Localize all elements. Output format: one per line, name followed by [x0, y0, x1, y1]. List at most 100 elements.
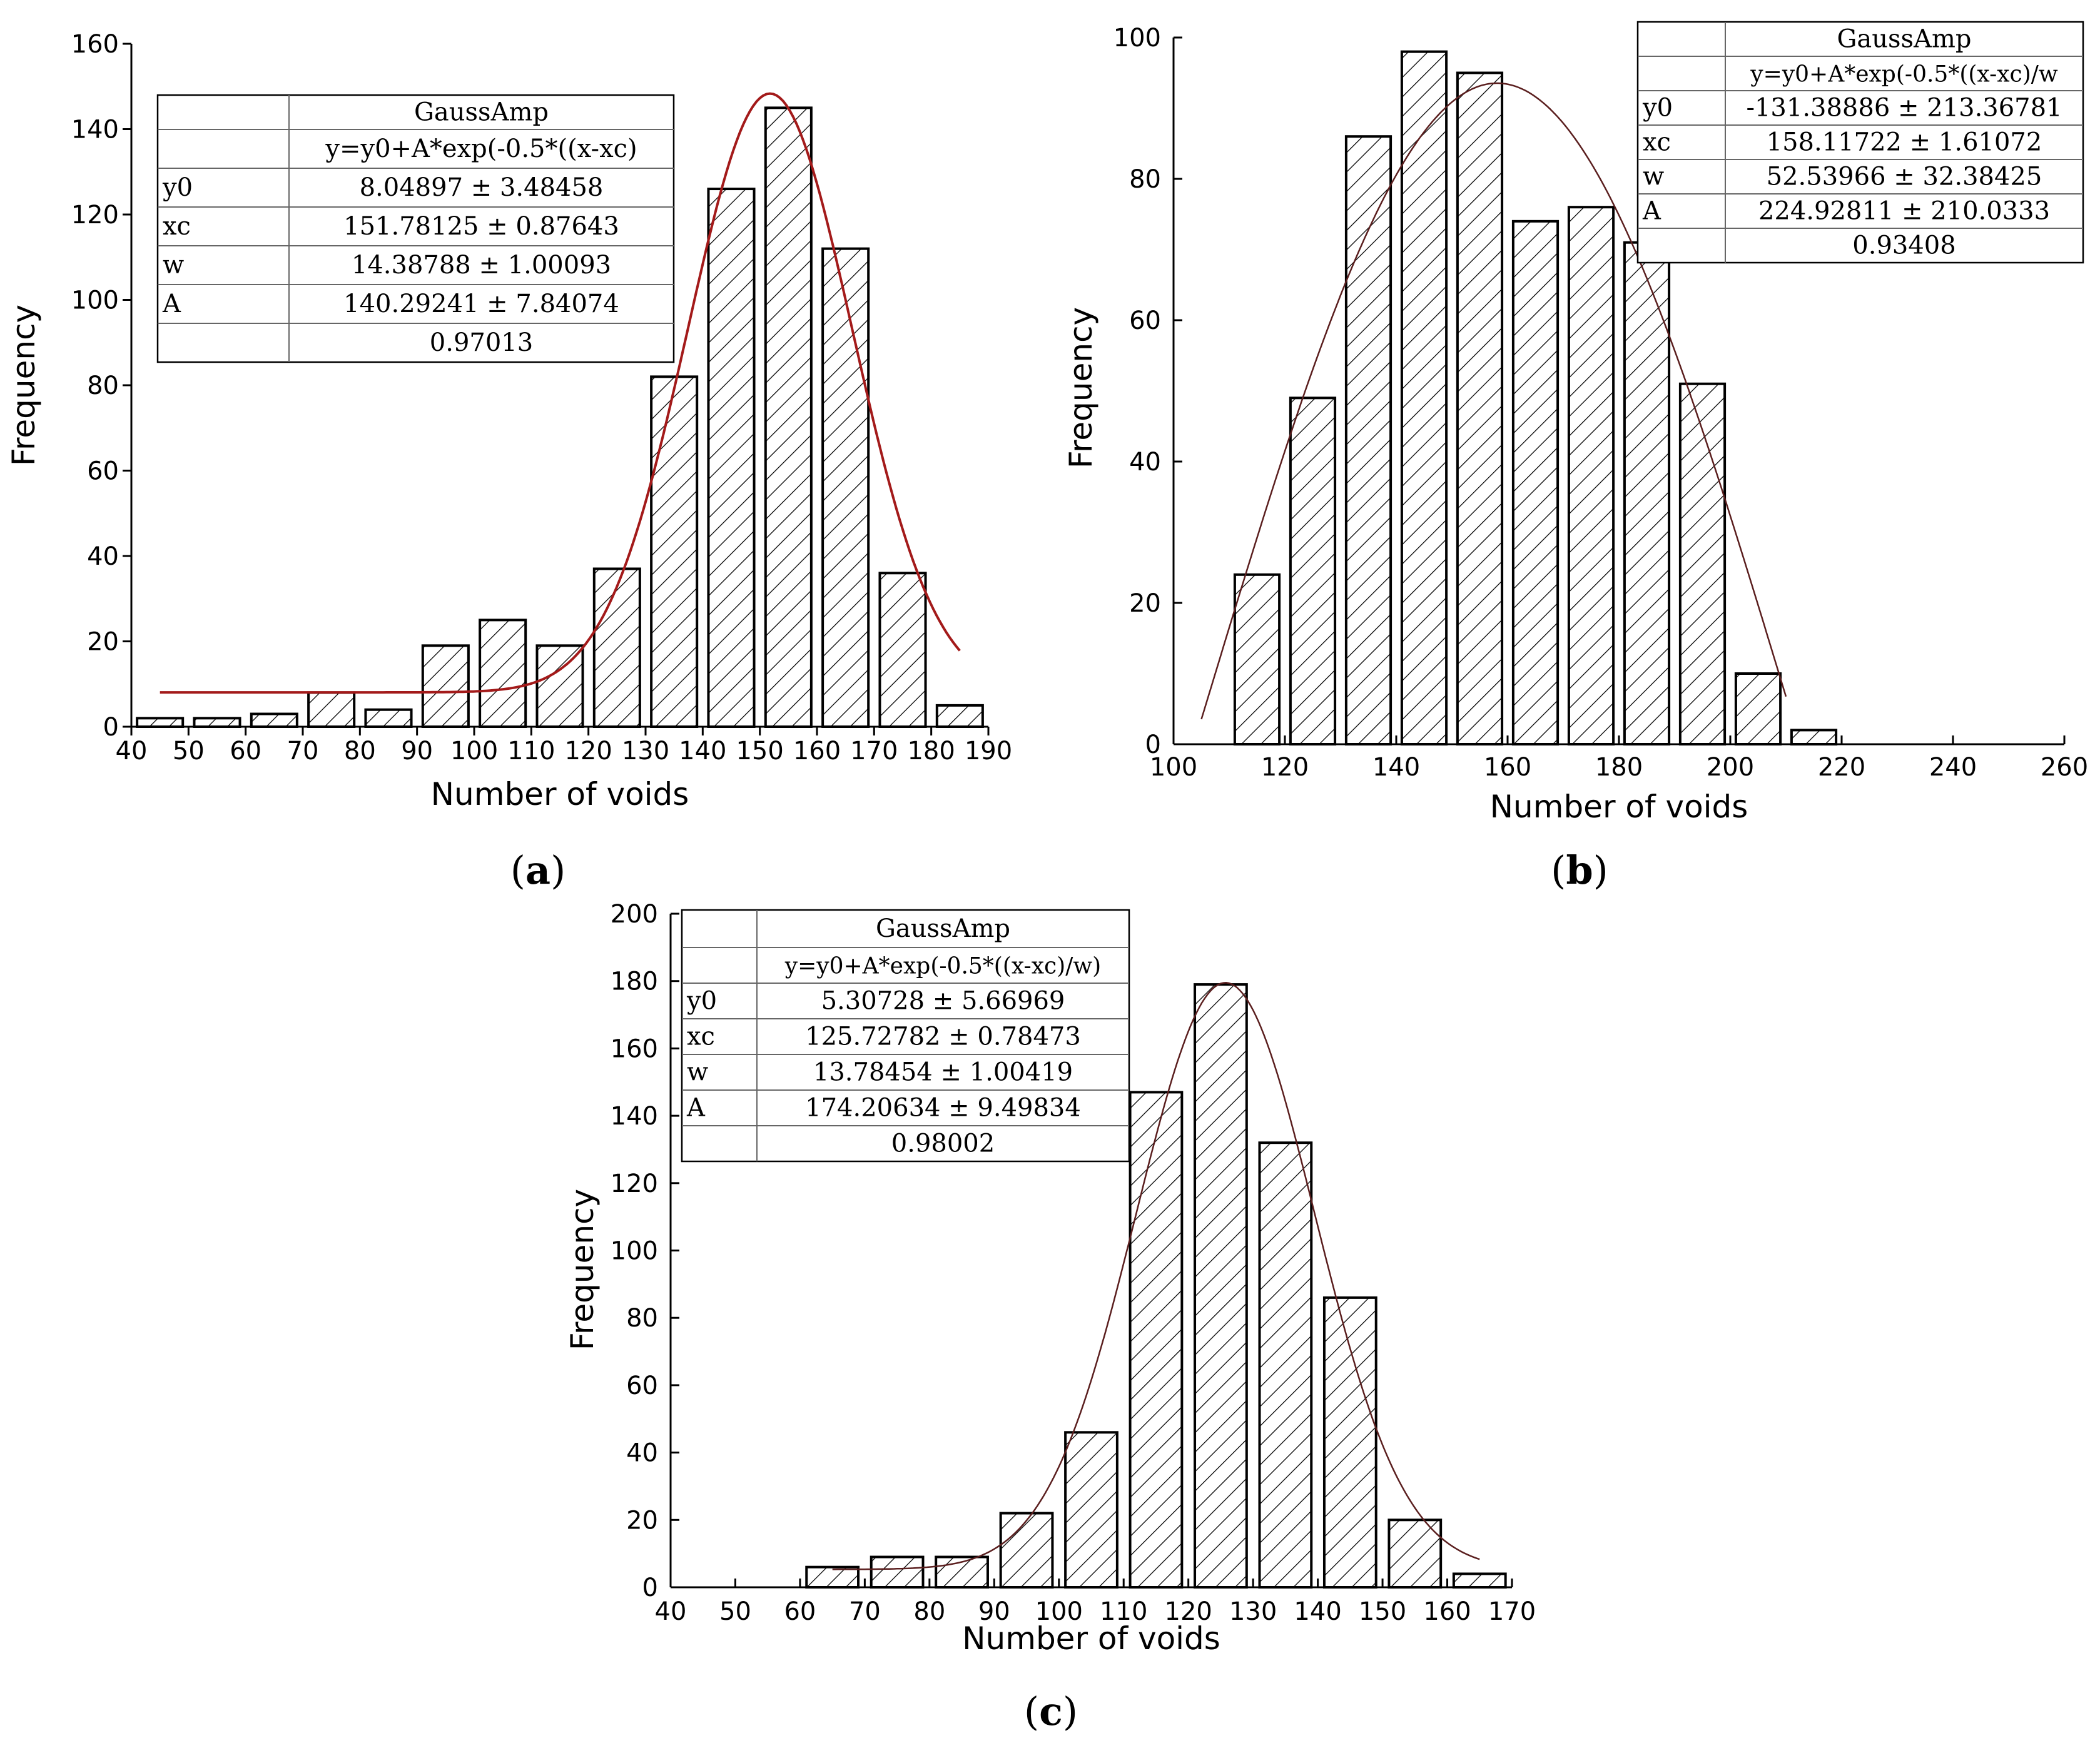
fit-param-value: 224.92811 ± 210.0333 [1758, 197, 2050, 226]
y-tick-label: 120 [611, 1170, 658, 1198]
x-tick-label: 60 [784, 1597, 816, 1626]
y-tick-label: 80 [1129, 165, 1161, 194]
fit-param-name: xc [687, 1023, 715, 1051]
histogram-bar [1064, 1431, 1118, 1589]
fit-param-name: w [687, 1058, 708, 1087]
x-tick-label: 160 [793, 737, 841, 765]
histogram-bar [1456, 71, 1504, 745]
histogram-bar [1322, 1296, 1377, 1589]
histogram-bar [805, 1565, 860, 1589]
x-tick-label: 140 [1372, 753, 1420, 782]
fit-param-value: 13.78454 ± 1.00419 [813, 1058, 1073, 1087]
y-tick-label: 20 [1129, 589, 1161, 618]
y-axis-title: Frequency [6, 305, 42, 466]
histogram-bar [650, 375, 699, 728]
x-tick-label: 50 [173, 737, 205, 765]
y-tick-label: 60 [87, 457, 119, 486]
histogram-bar [1344, 135, 1392, 745]
histogram-bar [1623, 241, 1671, 745]
x-tick-label: 100 [1150, 753, 1197, 782]
fit-param-name: w [1643, 163, 1664, 191]
fit-param-name: y0 [1642, 94, 1673, 123]
histogram-bar [592, 567, 641, 728]
x-tick-label: 260 [2041, 753, 2088, 782]
histogram-bar [1129, 1091, 1184, 1589]
histogram-bar [999, 1512, 1054, 1589]
histogram-bar [870, 1555, 925, 1589]
y-tick-label: 200 [611, 900, 658, 929]
fit-param-value: 52.53966 ± 32.38425 [1767, 163, 2042, 191]
histogram-bar [1678, 382, 1727, 745]
panel-label: (a) [510, 847, 566, 893]
histogram-bar [1194, 983, 1248, 1589]
fit-equation: y=y0+A*exp(-0.5*((x-xc) [325, 134, 637, 163]
y-tick-label: 60 [626, 1372, 658, 1400]
x-tick-label: 160 [1484, 753, 1531, 782]
histogram-bar [935, 704, 984, 728]
y-tick-label: 120 [71, 201, 119, 230]
histogram-bar [479, 619, 527, 728]
x-tick-label: 180 [907, 737, 955, 765]
fit-table: GaussAmp y=y0+A*exp(-0.5*((x-xc)/w y0 -131.… [1636, 21, 2084, 264]
fit-param-value: 158.11722 ± 1.61072 [1767, 128, 2042, 157]
x-tick-label: 170 [1488, 1597, 1536, 1626]
fit-param-name: A [1642, 197, 1661, 226]
x-tick-label: 150 [736, 737, 783, 765]
histogram-bar [1258, 1141, 1313, 1589]
y-axis-title: Frequency [1063, 307, 1099, 468]
histogram-bar [364, 708, 413, 728]
x-tick-label: 90 [401, 737, 433, 765]
x-tick-label: 70 [849, 1597, 881, 1626]
histogram-bar [1567, 206, 1615, 745]
fit-param-value: 174.20634 ± 9.49834 [805, 1094, 1081, 1123]
x-tick-label: 40 [655, 1597, 687, 1626]
histogram-bar [307, 691, 356, 729]
x-tick-label: 40 [116, 737, 148, 765]
histogram-bar [136, 717, 185, 728]
fit-param-value: 14.38788 ± 1.00093 [352, 251, 611, 280]
histogram-bar [1511, 220, 1560, 745]
x-axis-title: Number of voids [1490, 789, 1748, 825]
histogram-bar [878, 572, 927, 728]
histogram-bar [1400, 50, 1448, 746]
x-tick-label: 170 [850, 737, 898, 765]
gauss-fit-curve [160, 92, 961, 694]
x-tick-label: 130 [1229, 1597, 1277, 1626]
x-tick-label: 120 [1165, 1597, 1212, 1626]
fit-table-frame [156, 94, 675, 363]
histogram-bar [821, 247, 870, 729]
fit-param-name: w [163, 251, 184, 280]
histogram-bar [535, 644, 584, 728]
y-tick-label: 40 [1129, 448, 1161, 477]
y-tick-label: 20 [626, 1506, 658, 1535]
fit-param-value: 151.78125 ± 0.87643 [343, 212, 619, 241]
fit-param-name: xc [163, 212, 191, 241]
x-tick-label: 140 [679, 737, 726, 765]
fit-param-value: 0.97013 [430, 328, 533, 357]
fit-param-name: A [162, 290, 181, 318]
fit-param-value: 140.29241 ± 7.84074 [343, 290, 619, 318]
y-tick-label: 180 [611, 968, 658, 996]
fit-equation: y=y0+A*exp(-0.5*((x-xc)/w [1750, 62, 2058, 88]
y-tick-label: 60 [1129, 306, 1161, 335]
y-tick-label: 100 [71, 286, 119, 315]
histogram-bar [1387, 1518, 1443, 1589]
histogram-bar [1734, 672, 1782, 745]
y-tick-label: 160 [71, 30, 119, 59]
gauss-fit-curve [1200, 82, 1787, 720]
histogram-bar [1452, 1572, 1507, 1589]
x-tick-label: 120 [564, 737, 612, 765]
histogram-bar [764, 106, 813, 728]
x-tick-label: 240 [1929, 753, 1977, 782]
y-tick-label: 80 [87, 371, 119, 400]
y-tick-label: 20 [87, 628, 119, 657]
fit-table-title: GaussAmp [1837, 25, 1971, 54]
x-tick-label: 80 [913, 1597, 945, 1626]
x-tick-label: 110 [507, 737, 555, 765]
x-tick-label: 70 [287, 737, 319, 765]
histogram-bar [1289, 397, 1337, 745]
fit-param-value: 0.93408 [1852, 231, 1955, 260]
x-tick-label: 220 [1818, 753, 1865, 782]
x-tick-label: 90 [978, 1597, 1010, 1626]
